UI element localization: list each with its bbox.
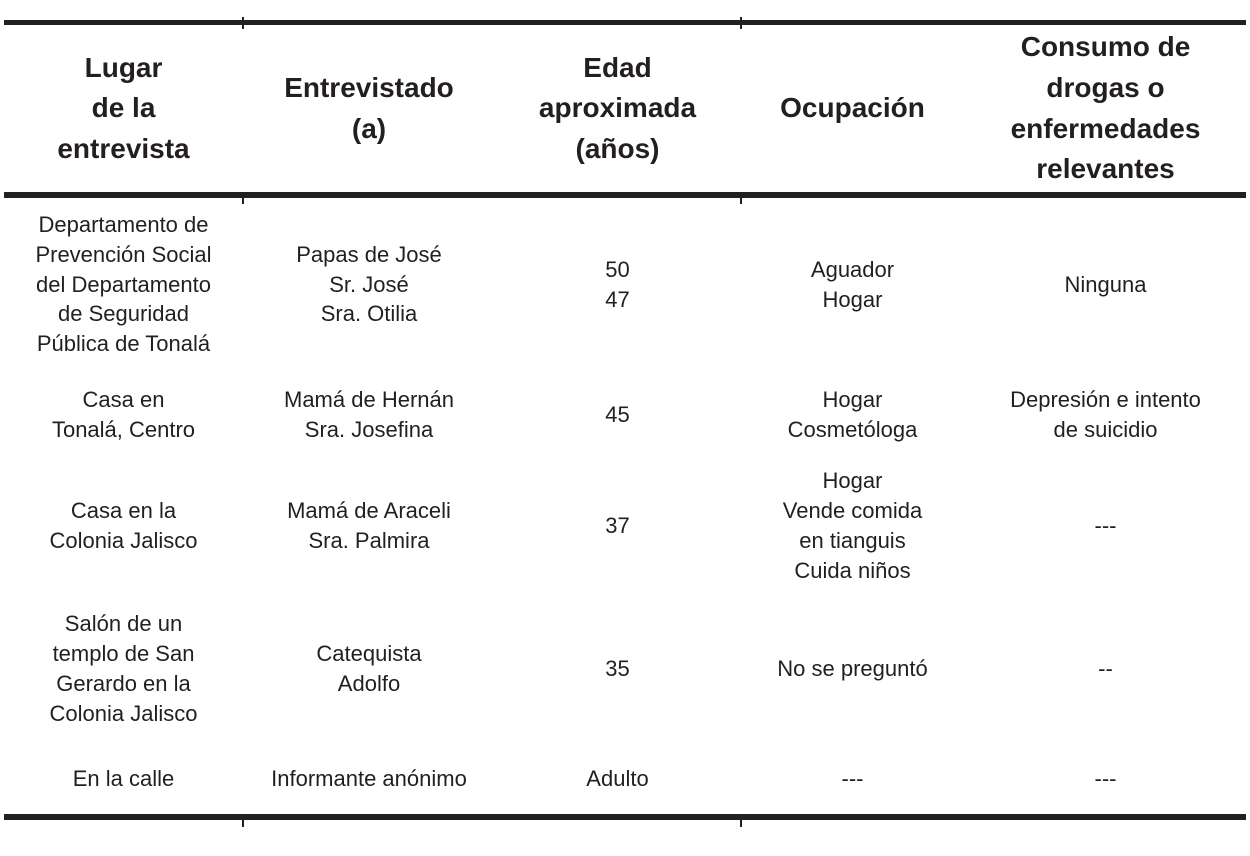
- cell-lugar: Casa en Tonalá, Centro: [51, 386, 196, 442]
- cell-lugar: Salón de un templo de San Gerardo en la …: [49, 611, 198, 726]
- cell-consumo: Depresión e intento de suicidio: [1010, 386, 1201, 442]
- interviews-table: Lugar de la entrevista Entrevistado (a) …: [4, 20, 1246, 820]
- cell-entrevistado: Mamá de Araceli Sra. Palmira: [287, 498, 451, 553]
- column-divider-tick: [740, 192, 742, 204]
- cell-consumo: Ninguna: [1064, 271, 1147, 297]
- cell-ocupacion: No se preguntó: [777, 656, 928, 682]
- cell-ocupacion: Hogar Vende comida en tianguis Cuida niñ…: [782, 468, 923, 583]
- table-row: Salón de un templo de San Gerardo en la …: [4, 594, 1246, 744]
- column-divider-tick: [740, 815, 742, 827]
- cell-edad: 35: [605, 656, 630, 682]
- table-body: Departamento de Prevención Social del De…: [4, 195, 1246, 817]
- column-header-ocupacion: Ocupación: [780, 92, 925, 124]
- cell-lugar: En la calle: [72, 766, 175, 792]
- cell-edad: 50 47: [605, 256, 630, 312]
- column-header-edad: Edad aproximada (años): [538, 51, 697, 164]
- column-divider-tick: [242, 17, 244, 29]
- cell-lugar: Casa en la Colonia Jalisco: [49, 498, 198, 553]
- column-header-entrevistado: Entrevistado (a): [284, 71, 454, 144]
- cell-edad: 45: [605, 401, 630, 427]
- table-header: Lugar de la entrevista Entrevistado (a) …: [4, 23, 1246, 195]
- cell-ocupacion: ---: [841, 766, 864, 792]
- cell-consumo: --: [1098, 656, 1113, 682]
- column-divider-tick: [242, 815, 244, 827]
- table-row: En la calle Informante anónimo Adulto --…: [4, 744, 1246, 817]
- cell-entrevistado: Mamá de Hernán Sra. Josefina: [284, 386, 454, 442]
- cell-ocupacion: Aguador Hogar: [810, 256, 895, 312]
- table-row: Casa en la Colonia Jalisco Mamá de Arace…: [4, 458, 1246, 594]
- cell-entrevistado: Catequista Adolfo: [316, 641, 422, 696]
- cell-edad: 37: [605, 513, 630, 539]
- table-row: Departamento de Prevención Social del De…: [4, 195, 1246, 371]
- column-header-lugar: Lugar de la entrevista: [57, 51, 190, 164]
- cell-entrevistado: Informante anónimo: [271, 766, 467, 792]
- header-row: Lugar de la entrevista Entrevistado (a) …: [4, 23, 1246, 195]
- column-header-consumo: Consumo de drogas o enfermedades relevan…: [1010, 31, 1201, 185]
- table-row: Casa en Tonalá, Centro Mamá de Hernán Sr…: [4, 371, 1246, 458]
- column-divider-tick: [740, 17, 742, 29]
- cell-edad: Adulto: [586, 766, 649, 792]
- cell-entrevistado: Papas de José Sr. José Sra. Otilia: [296, 241, 442, 327]
- cell-ocupacion: Hogar Cosmetóloga: [787, 386, 918, 442]
- cell-lugar: Departamento de Prevención Social del De…: [35, 211, 212, 357]
- column-divider-tick: [242, 192, 244, 204]
- cell-consumo: ---: [1094, 766, 1117, 792]
- cell-consumo: ---: [1094, 513, 1117, 539]
